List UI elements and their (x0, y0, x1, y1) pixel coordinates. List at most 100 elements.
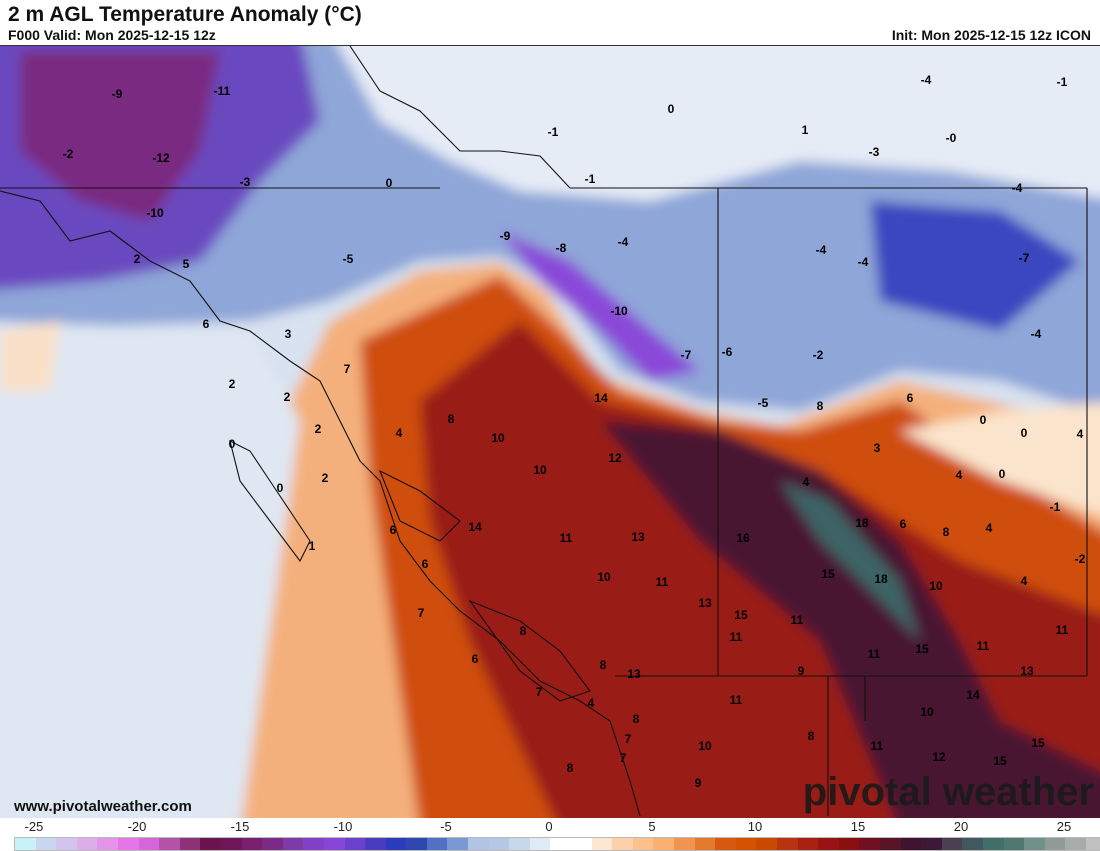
contour-label: -2 (63, 147, 74, 161)
contour-label: 14 (966, 688, 980, 702)
contour-label: 10 (597, 570, 611, 584)
colorbar-cell (262, 838, 283, 850)
contour-label: -2 (1075, 552, 1086, 566)
colorbar-tick: 25 (1056, 819, 1072, 834)
colorbar-cell (1003, 838, 1025, 850)
contour-label: -7 (681, 348, 692, 362)
contour-label: 11 (730, 630, 743, 644)
contour-label: 11 (868, 647, 881, 661)
contour-label: -3 (869, 145, 880, 159)
contour-label: 2 (229, 377, 236, 391)
colorbar-cell (220, 838, 242, 850)
colorbar-cell (35, 838, 57, 850)
contour-label: -7 (1019, 251, 1030, 265)
colorbar-tick: 20 (953, 819, 969, 834)
colorbar-cell (303, 838, 324, 850)
colorbar-cell (159, 838, 180, 850)
contour-label: 7 (344, 362, 351, 376)
contour-label: -4 (1012, 181, 1023, 195)
contour-label: 6 (422, 557, 429, 571)
colorbar-cell (97, 838, 118, 850)
contour-label: -10 (146, 206, 164, 220)
contour-label: -5 (758, 396, 769, 410)
contour-label: 15 (734, 608, 748, 622)
contour-label: 10 (929, 579, 943, 593)
contour-label: 11 (560, 531, 573, 545)
colorbar-cell (447, 838, 469, 850)
contour-label: 0 (668, 102, 675, 116)
contour-label: 6 (907, 391, 914, 405)
map-title: 2 m AGL Temperature Anomaly (°C) (8, 3, 362, 26)
contour-label: 8 (817, 399, 824, 413)
colorbar: -25 -20 -15 -10 -5 0 5 10 15 20 25 (0, 818, 1100, 851)
shaded-field (0, 46, 1100, 818)
colorbar-cell (323, 838, 345, 850)
colorbar-cell (282, 838, 304, 850)
contour-label: 10 (698, 739, 712, 753)
contour-label: 13 (698, 596, 712, 610)
colorbar-cell (1024, 838, 1045, 850)
contour-label: -9 (500, 229, 511, 243)
contour-label: 8 (600, 658, 607, 672)
colorbar-tick: -5 (440, 819, 452, 834)
colorbar-cell (818, 838, 839, 850)
contour-label: -1 (548, 125, 559, 139)
colorbar-cell (385, 838, 407, 850)
colorbar-cell (715, 838, 736, 850)
contour-label: 14 (594, 391, 608, 405)
contour-label: 1 (309, 539, 316, 553)
contour-label: -9 (112, 87, 123, 101)
contour-label: 11 (730, 693, 743, 707)
contour-label: 1 (802, 123, 809, 137)
contour-label: 10 (533, 463, 547, 477)
colorbar-cell (56, 838, 77, 850)
contour-label: 15 (821, 567, 835, 581)
contour-label: 4 (1021, 574, 1028, 588)
colorbar-cell (509, 838, 530, 850)
contour-label: -1 (1050, 500, 1061, 514)
colorbar-cell (1065, 838, 1086, 850)
colorbar-cell (591, 838, 613, 850)
contour-label: 0 (386, 176, 393, 190)
contour-label: 8 (448, 412, 455, 426)
contour-label: 9 (798, 664, 805, 678)
contour-label: 0 (229, 437, 236, 451)
colorbar-cell (138, 838, 160, 850)
contour-label: 11 (791, 613, 804, 627)
contour-label: 7 (418, 606, 425, 620)
colorbar-cell (529, 838, 551, 850)
weather-map[interactable]: -9 -11 -2 -12 -3 0 -10 2 5 -5 -9 -8 -4 -1 -1 0 1 -3 -4 -0 -1… (0, 45, 1100, 819)
contour-label: -1 (585, 172, 596, 186)
colorbar-cell (488, 838, 510, 850)
colorbar-cell (776, 838, 798, 850)
contour-label: 8 (520, 624, 527, 638)
contour-label: -3 (240, 175, 251, 189)
borders (0, 46, 1088, 817)
site-url[interactable]: www.pivotalweather.com (14, 798, 192, 815)
contour-label: -10 (610, 304, 628, 318)
contour-label: 2 (134, 252, 141, 266)
colorbar-cell (962, 838, 983, 850)
contour-label: 14 (468, 520, 482, 534)
contour-label: 4 (396, 426, 403, 440)
contour-label: 18 (874, 572, 888, 586)
contour-label: 12 (608, 451, 622, 465)
contour-label: 5 (183, 257, 190, 271)
contour-label: -0 (946, 131, 957, 145)
contour-label: 2 (322, 471, 329, 485)
contour-label: 11 (871, 739, 884, 753)
contour-label: 10 (491, 431, 505, 445)
colorbar-cell (674, 838, 695, 850)
colorbar-cell (344, 838, 366, 850)
colorbar-cell (879, 838, 901, 850)
colorbar-cell (117, 838, 139, 850)
contour-label: 11 (656, 575, 669, 589)
colorbar-cell (921, 838, 942, 850)
contour-label: 11 (1056, 623, 1069, 637)
contour-label: 4 (956, 468, 963, 482)
colorbar-cell (982, 838, 1004, 850)
colorbar-cell (406, 838, 427, 850)
colorbar-tick: -20 (127, 819, 147, 834)
contour-label: -8 (556, 241, 567, 255)
contour-label: -2 (813, 348, 824, 362)
